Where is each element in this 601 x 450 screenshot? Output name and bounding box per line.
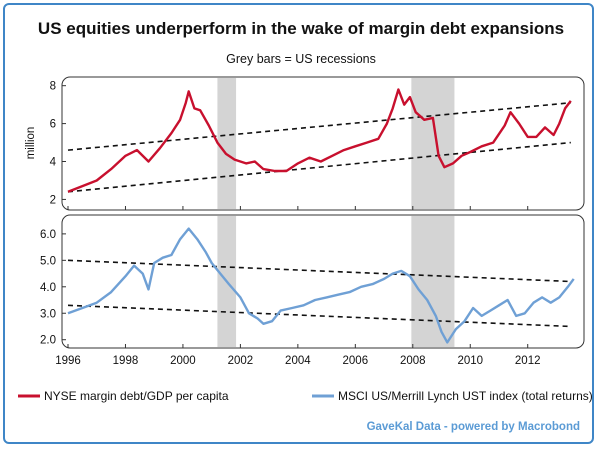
xtick-label-5: 2006 xyxy=(343,355,369,367)
top-panel-ylabel: million xyxy=(25,127,37,160)
xtick-label-8: 2012 xyxy=(515,355,541,367)
msci-ytick-label-3: 5.0 xyxy=(40,255,56,267)
margin-ytick-label-3: 8 xyxy=(50,81,56,93)
chart-subtitle: Grey bars = US recessions xyxy=(226,52,376,66)
margin-trendline-0 xyxy=(67,101,571,151)
legend-label-margin: NYSE margin debt/GDP per capita xyxy=(44,389,229,403)
msci-ytick-label-1: 3.0 xyxy=(40,308,56,320)
xtick-label-0: 1996 xyxy=(55,355,81,367)
trendlines xyxy=(67,101,571,328)
xtick-label-1: 1998 xyxy=(113,355,139,367)
xtick-label-2: 2000 xyxy=(170,355,196,367)
xtick-label-4: 2004 xyxy=(285,355,311,367)
recession-band-1-panel-0 xyxy=(411,78,455,209)
xtick-label-3: 2002 xyxy=(228,355,254,367)
recession-bands xyxy=(217,78,455,347)
legend-label-msci: MSCI US/Merrill Lynch UST index (total r… xyxy=(338,389,593,403)
top-panel-frame xyxy=(61,76,585,211)
msci-ytick-label-0: 2.0 xyxy=(40,335,56,347)
margin-trendline-1 xyxy=(67,141,571,193)
chart-title: US equities underperform in the wake of … xyxy=(38,19,564,38)
xtick-label-6: 2008 xyxy=(400,355,426,367)
margin-ytick-label-1: 4 xyxy=(50,157,57,169)
xtick-label-7: 2010 xyxy=(457,355,483,367)
margin-ytick-label-2: 6 xyxy=(50,119,56,131)
margin-ytick-label-0: 2 xyxy=(50,194,56,206)
msci-trendline-1 xyxy=(67,304,571,328)
msci-ytick-label-4: 6.0 xyxy=(40,229,56,241)
series-lines xyxy=(67,88,575,344)
margin-series-line-0 xyxy=(67,88,572,193)
recession-band-0-panel-0 xyxy=(217,78,237,209)
axis-ticks: 2 4 6 8 2.0 3.0 4.0 5.0 6.0 1996 1998 2000 2002 2004 2… xyxy=(40,81,541,367)
source-credit: GaveKal Data - powered by Macrobond xyxy=(367,421,580,433)
msci-trendline-0 xyxy=(67,259,571,283)
msci-series-line-0 xyxy=(67,227,575,344)
recession-band-1-panel-1 xyxy=(411,216,455,347)
msci-ytick-label-2: 4.0 xyxy=(40,282,56,294)
bottom-panel-frame xyxy=(61,214,585,349)
legend: NYSE margin debt/GDP per capita MSCI US/… xyxy=(18,389,593,403)
